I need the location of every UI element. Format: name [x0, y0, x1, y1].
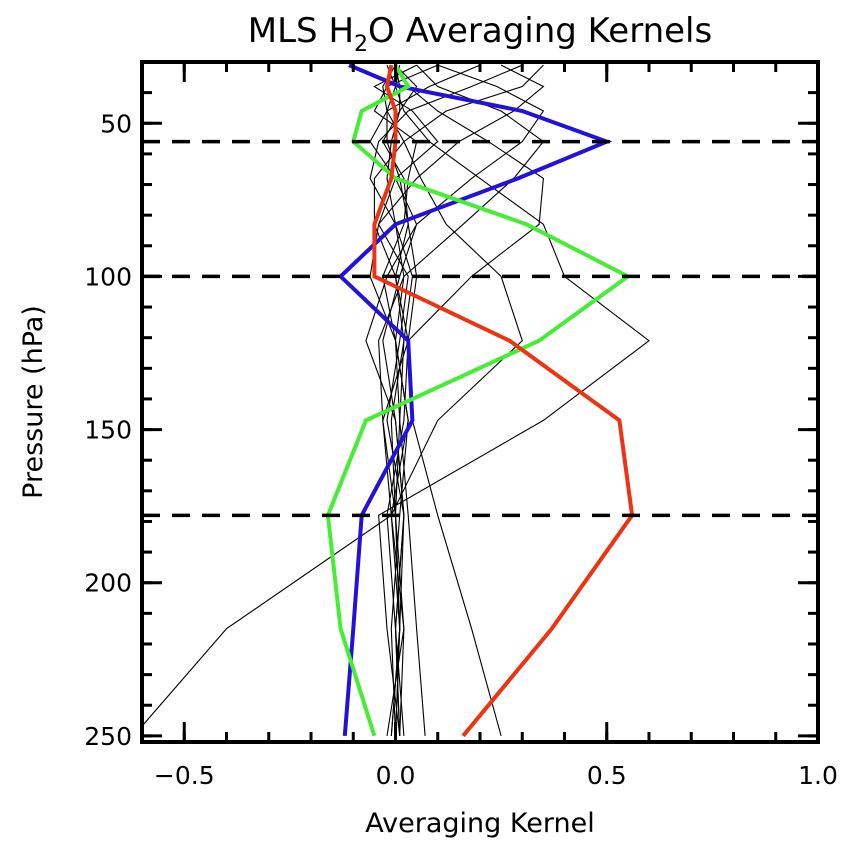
x-tick-label: 1.0 [798, 761, 838, 790]
background-kernel-line [369, 64, 523, 736]
x-axis-label: Averaging Kernel [365, 808, 594, 839]
y-tick-labels: 50 100 150 200 250 [84, 109, 132, 751]
x-tick-labels: −0.5 0.0 0.5 1.0 [154, 761, 838, 790]
y-tick-label: 100 [84, 262, 132, 291]
y-tick-label: 150 [84, 416, 132, 445]
background-kernel-line [378, 64, 545, 736]
y-tick-label: 50 [100, 109, 132, 138]
y-tick-label: 200 [84, 569, 132, 598]
background-kernel-line [373, 64, 544, 736]
x-tick-label: 0.0 [376, 761, 416, 790]
chart-title-main: MLS H [248, 11, 354, 51]
background-kernel-line [142, 64, 523, 727]
axis-ticks [140, 60, 820, 742]
background-kernel-line [382, 64, 544, 736]
x-tick-label: 0.5 [587, 761, 627, 790]
chart-title: MLS H2O Averaging Kernels [248, 11, 712, 57]
background-kernel-line [369, 64, 481, 736]
background-kernels [142, 64, 650, 737]
plot-frame [140, 60, 820, 744]
chart-title-rest: O Averaging Kernels [368, 11, 712, 51]
background-kernel-line [386, 64, 426, 736]
reference-lines [142, 139, 818, 518]
background-kernel-line [365, 64, 545, 736]
kernel-series-line [325, 64, 632, 737]
background-kernel-line [378, 64, 650, 736]
highlighted-kernels [325, 63, 635, 738]
kernel-series-line [372, 64, 635, 738]
background-kernel-line [373, 64, 438, 736]
y-axis-label: Pressure (hPa) [18, 305, 49, 499]
background-kernel-line [386, 64, 502, 737]
kernel-series-line [337, 63, 613, 737]
chart-title-subscript: 2 [354, 32, 368, 57]
y-tick-label: 250 [84, 722, 132, 751]
x-tick-label: −0.5 [154, 761, 215, 790]
